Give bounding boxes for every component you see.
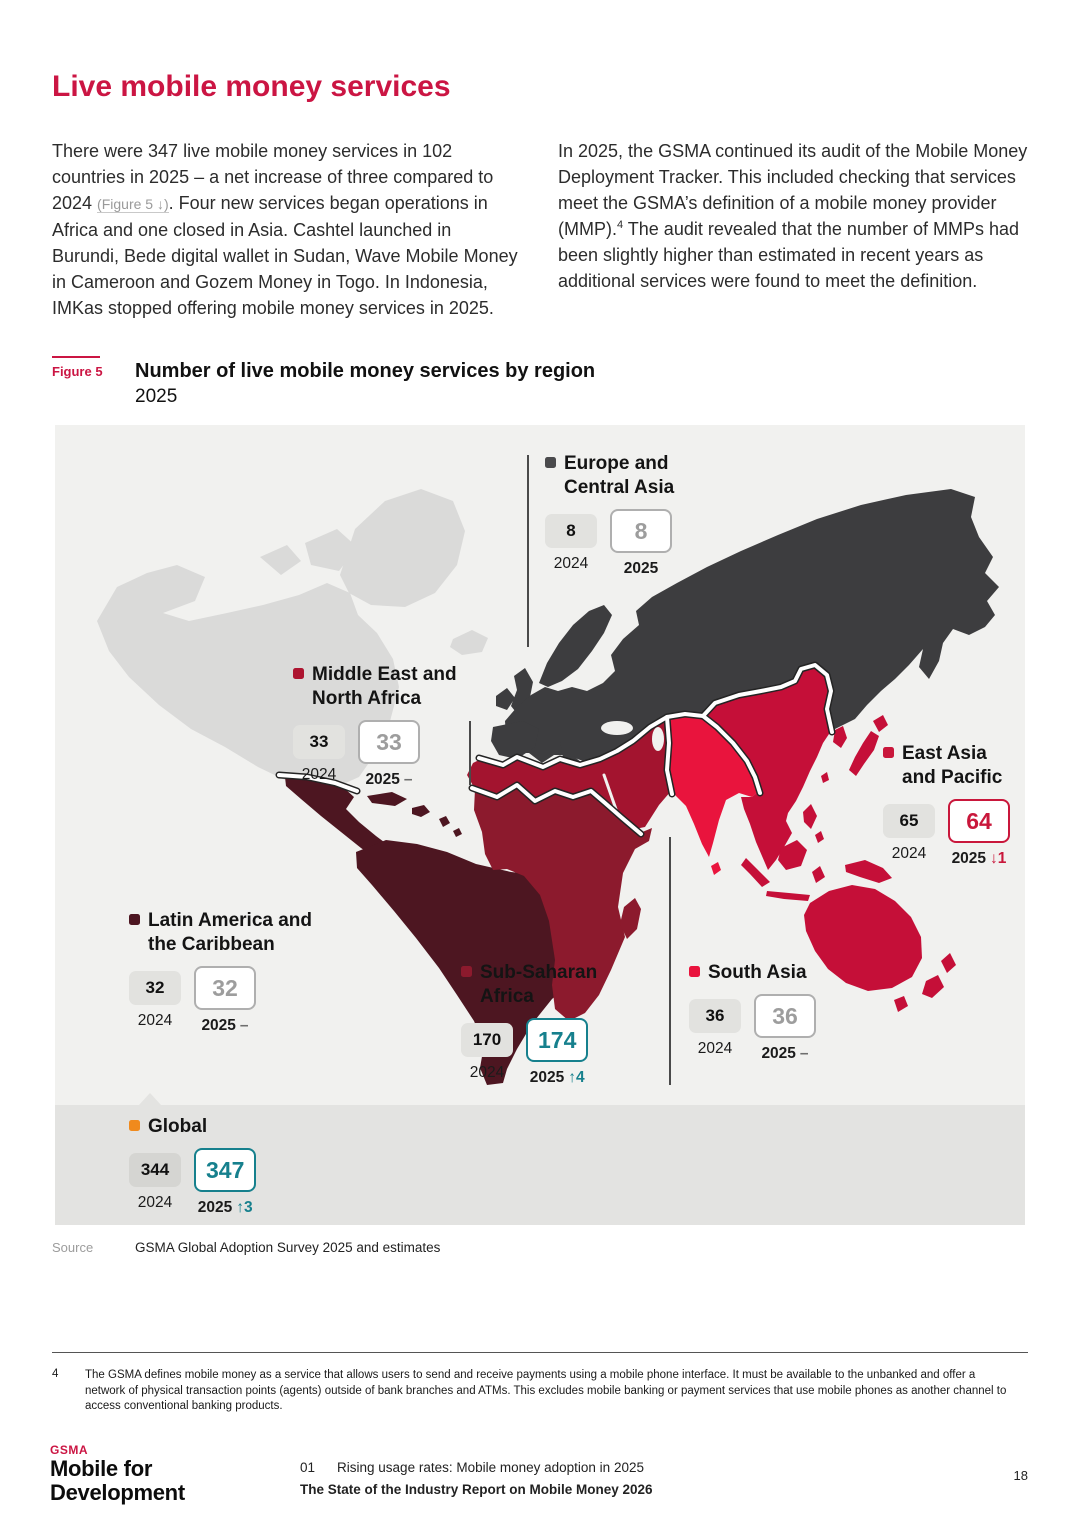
callout-sub-saharan-africa: Sub-Saharan Africa 170 2024 174 2025 ↑4 — [461, 961, 620, 1087]
figure-header: Figure 5 Number of live mobile money ser… — [52, 356, 595, 410]
value-2024-box: 36 — [689, 999, 741, 1033]
body-column-2: In 2025, the GSMA continued its audit of… — [558, 138, 1028, 321]
value-2024-box: 65 — [883, 804, 935, 838]
value-2025-box: 64 — [948, 799, 1010, 843]
value-2024-box: 32 — [129, 971, 181, 1005]
figure-5-link[interactable]: (Figure 5 ↓) — [97, 196, 169, 213]
change-indicator: – — [799, 1045, 809, 1062]
year-label-2024: 2024 — [301, 766, 337, 783]
year-label-2025: 2025 ↓1 — [951, 850, 1007, 867]
change-indicator: ↑3 — [236, 1199, 253, 1216]
year-label-2025: 2025– — [761, 1045, 809, 1062]
value-2025-box: 174 — [526, 1018, 589, 1062]
figure-label-rule — [52, 356, 100, 358]
region-name: South Asia — [708, 962, 807, 983]
body-text: The audit revealed that the number of MM… — [558, 219, 1020, 291]
leader-line-south-asia — [669, 837, 671, 1085]
figure-label: Figure 5 — [52, 356, 135, 410]
region-name: Global — [148, 1116, 208, 1137]
body-text: There were 347 live mobile money service… — [52, 141, 494, 213]
value-2025-box: 36 — [754, 994, 816, 1038]
legend-bullet — [129, 914, 140, 925]
year-label-2024: 2024 — [553, 555, 589, 572]
region-name: Latin America and the Caribbean — [148, 910, 313, 955]
year-label-2024: 2024 — [469, 1064, 505, 1081]
value-2024-box: 33 — [293, 725, 345, 759]
leader-line-mena — [469, 721, 471, 785]
logo-line-2: Development — [50, 1480, 185, 1505]
value-2024-box: 170 — [461, 1023, 513, 1057]
value-2025-box: 32 — [194, 966, 256, 1010]
value-2025-box: 8 — [610, 509, 672, 553]
callout-mena: Middle East and North Africa 33 2024 33 20… — [293, 663, 490, 789]
value-2025-box: 33 — [358, 720, 420, 764]
year-label-2024: 2024 — [891, 845, 927, 862]
region-borders — [275, 661, 836, 838]
leader-line-europe — [527, 455, 529, 647]
callout-global: Global 344 2024 347 2025 ↑3 — [129, 1115, 257, 1217]
figure-label-text: Figure 5 — [52, 364, 103, 379]
region-name: Middle East and North Africa — [312, 664, 457, 709]
report-title: The State of the Industry Report on Mobi… — [300, 1482, 653, 1497]
value-2025-box: 347 — [194, 1148, 257, 1192]
change-indicator: – — [239, 1017, 249, 1034]
value-2024-box: 8 — [545, 514, 597, 548]
change-indicator: – — [403, 771, 413, 788]
change-indicator: ↑4 — [568, 1069, 585, 1086]
year-label-2024: 2024 — [697, 1040, 733, 1057]
legend-bullet — [293, 668, 304, 679]
region-name: Europe and Central Asia — [564, 453, 675, 498]
region-name: Sub-Saharan Africa — [480, 962, 598, 1007]
global-band-notch — [139, 1093, 161, 1105]
chapter-title: Rising usage rates: Mobile money adoptio… — [337, 1460, 644, 1475]
intro-text: There were 347 live mobile money service… — [52, 120, 1028, 339]
legend-bullet — [689, 966, 700, 977]
body-text: In 2025, the GSMA continued its audit of… — [558, 141, 1028, 239]
year-label-2025: 2025 — [623, 560, 659, 577]
callout-east-asia-pacific: East Asia and Pacific 65 2024 64 2025 ↓1 — [883, 742, 1022, 868]
year-label-2025: 2025 ↑4 — [529, 1069, 585, 1086]
body-text: . Four new services began operations in … — [52, 193, 518, 318]
figure-subtitle: 2025 — [135, 386, 178, 407]
year-label-2024: 2024 — [137, 1194, 173, 1211]
figure-5-map: Europe and Central Asia 8 2024 8 2025 Midd… — [55, 425, 1025, 1225]
source-label: Source — [52, 1240, 94, 1255]
change-indicator: ↓1 — [990, 850, 1007, 867]
year-label-2025: 2025 ↑3 — [197, 1199, 253, 1216]
region-name: East Asia and Pacific — [902, 743, 1003, 788]
footnote-divider — [52, 1352, 1028, 1353]
page-title: Live mobile money services — [52, 70, 451, 104]
year-label-2025: 2025– — [201, 1017, 249, 1034]
footer-running-titles: 01 Rising usage rates: Mobile money adopt… — [300, 1460, 653, 1497]
year-label-2025: 2025– — [365, 771, 413, 788]
gsma-logo-mark: GSMA — [50, 1443, 88, 1457]
gsma-logo: GSMA Mobile for Development — [50, 1443, 185, 1505]
figure-source: Source GSMA Global Adoption Survey 2025 … — [52, 1240, 440, 1255]
legend-bullet — [545, 457, 556, 468]
logo-line-1: Mobile for — [50, 1456, 153, 1481]
legend-bullet — [461, 966, 472, 977]
footnote-number: 4 — [52, 1368, 59, 1380]
region-east-asia-pacific-shape — [703, 665, 956, 1012]
body-column-1: There were 347 live mobile money service… — [52, 138, 522, 321]
legend-bullet — [883, 747, 894, 758]
source-text: GSMA Global Adoption Survey 2025 and est… — [135, 1240, 441, 1255]
callout-south-asia: South Asia 36 2024 36 2025– — [689, 961, 858, 1063]
callout-europe-central-asia: Europe and Central Asia 8 2024 8 2025 — [545, 452, 696, 578]
callout-latin-america: Latin America and the Caribbean 32 2024 3… — [129, 909, 340, 1035]
region-sub-saharan-africa-shape — [474, 785, 652, 1021]
value-2024-box: 344 — [129, 1153, 181, 1187]
footnote-text: The GSMA defines mobile money as a servi… — [85, 1369, 1007, 1412]
caspian-sea — [652, 727, 664, 751]
page-number: 18 — [1013, 1468, 1028, 1483]
region-mena-shape — [467, 717, 671, 833]
black-sea — [601, 721, 633, 735]
year-label-2024: 2024 — [137, 1012, 173, 1029]
figure-title: Number of live mobile money services by … — [135, 360, 596, 382]
footnote: 4 The GSMA defines mobile money as a ser… — [52, 1368, 1013, 1415]
footnote-reference: 4 — [616, 219, 624, 231]
legend-bullet — [129, 1120, 140, 1131]
chapter-number: 01 — [300, 1460, 316, 1475]
